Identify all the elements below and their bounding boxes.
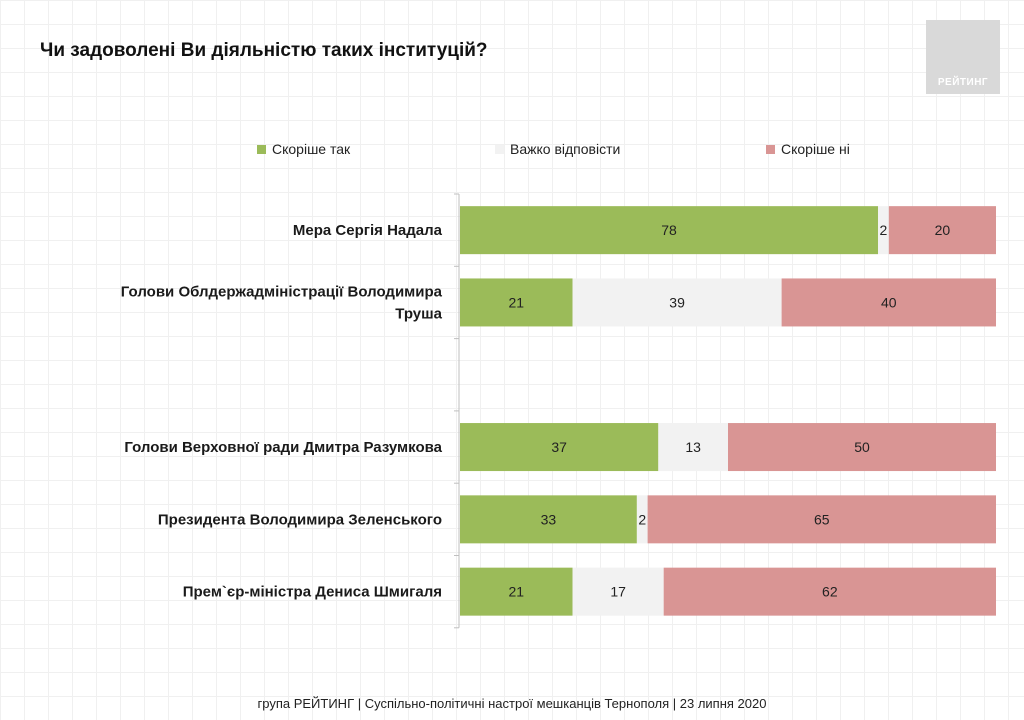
data-label: 2 bbox=[638, 511, 646, 527]
bar-segment-hard bbox=[572, 567, 664, 616]
data-label: 2 bbox=[880, 222, 888, 238]
legend-item-no: Скоріше ні bbox=[766, 141, 850, 157]
bar-segment-yes bbox=[460, 567, 573, 616]
rating-logo: РЕЙТИНГ bbox=[926, 20, 1000, 94]
data-label: 21 bbox=[508, 294, 524, 310]
data-label: 21 bbox=[508, 584, 524, 600]
data-label: 50 bbox=[854, 439, 870, 455]
category-label: Голови Облдержадміністрації Володимира bbox=[121, 283, 443, 300]
bar-segment-yes bbox=[460, 423, 659, 472]
footer-source: група РЕЙТИНГ | Суспільно-політичні наст… bbox=[257, 696, 767, 711]
bar-segment-hard bbox=[572, 278, 782, 327]
bar-segment-no bbox=[663, 567, 996, 616]
category-label: Труша bbox=[395, 305, 442, 322]
legend-swatch-yes bbox=[257, 145, 266, 154]
bar-segment-hard bbox=[636, 495, 648, 544]
data-label: 20 bbox=[935, 222, 951, 238]
category-label: Мера Сергія Надала bbox=[293, 222, 443, 239]
bar-segment-hard bbox=[878, 206, 889, 255]
data-label: 33 bbox=[541, 511, 557, 527]
data-label: 39 bbox=[669, 294, 685, 310]
data-label: 37 bbox=[551, 439, 567, 455]
data-label: 17 bbox=[610, 584, 626, 600]
legend-label-no: Скоріше ні bbox=[781, 141, 850, 157]
chart-title: Чи задоволені Ви діяльністю таких інстит… bbox=[40, 40, 488, 61]
legend-swatch-no bbox=[766, 145, 775, 154]
bar-segment-no bbox=[888, 206, 996, 255]
data-label: 65 bbox=[814, 511, 830, 527]
category-label: Голови Верховної ради Дмитра Разумкова bbox=[124, 439, 442, 456]
data-label: 13 bbox=[685, 439, 701, 455]
legend-label-hard: Важко відповісти bbox=[510, 141, 621, 157]
legend-label-yes: Скоріше так bbox=[272, 141, 351, 157]
legend-item-yes: Скоріше так bbox=[257, 141, 350, 157]
bar-segment-no bbox=[647, 495, 996, 544]
data-label: 78 bbox=[661, 222, 677, 238]
category-label: Прем`єр-міністра Дениса Шмигаля bbox=[183, 584, 442, 601]
bar-segment-yes bbox=[460, 206, 879, 255]
data-label: 62 bbox=[822, 584, 838, 600]
bar-segment-yes bbox=[460, 278, 573, 327]
legend-swatch-hard bbox=[495, 145, 504, 154]
bar-segment-no bbox=[728, 423, 996, 472]
bar-segment-yes bbox=[460, 495, 637, 544]
logo-text: РЕЙТИНГ bbox=[937, 77, 989, 88]
bar-segment-hard bbox=[658, 423, 728, 472]
data-label: 40 bbox=[881, 294, 897, 310]
bar-segment-no bbox=[781, 278, 996, 327]
legend-item-hard: Важко відповісти bbox=[495, 141, 620, 157]
category-label: Президента Володимира Зеленського bbox=[158, 511, 442, 528]
